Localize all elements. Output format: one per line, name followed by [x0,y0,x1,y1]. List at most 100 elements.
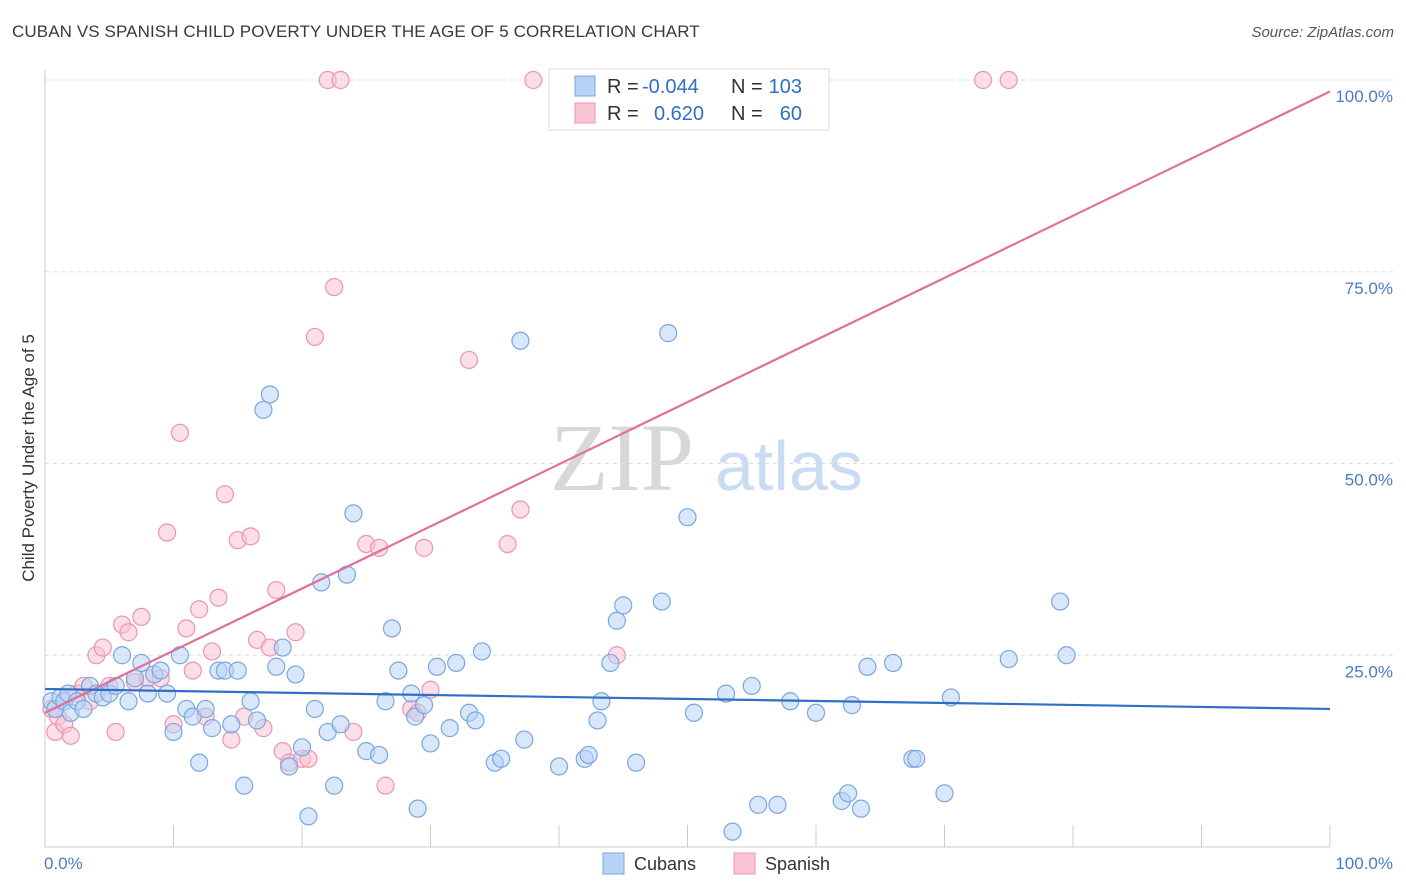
spanish-point-56 [524,70,543,90]
cuban-point-78 [626,753,646,772]
cuban-point-99 [941,688,961,707]
x-tick-label-min: 0.0% [44,854,83,873]
cuban-point-32 [235,776,254,795]
cuban-point-89 [806,703,826,722]
y-axis-title: Child Poverty Under the Age of 5 [19,334,38,582]
legend-n-value-spanish: 60 [780,103,802,125]
spanish-point-26 [209,588,228,607]
cuban-point-70 [549,757,569,776]
legend-r-value-cubans: -0.044 [642,76,699,98]
cuban-point-65 [472,642,491,661]
watermark-atlas: atlas [715,427,863,505]
cuban-point-79 [652,592,671,611]
spanish-point-44 [331,70,350,90]
chart-source: Source: ZipAtlas.com [1251,24,1394,41]
spanish-point-21 [177,619,196,638]
spanish-point-59 [999,70,1018,90]
cuban-point-73 [588,711,607,730]
y-tick-label-3: 100.0% [1335,87,1393,106]
cuban-point-87 [768,795,787,814]
gridlines [45,79,1395,656]
cuban-point-35 [254,400,273,419]
y-tick-label-1: 50.0% [1345,471,1393,490]
bottom-legend-label-spanish: Spanish [765,854,830,874]
cuban-point-27 [202,719,222,738]
spanish-point-11 [106,722,125,742]
correlation-legend: R = -0.044 N = 103 R = 0.620 N = 60 [548,68,830,131]
cuban-points [42,324,1076,841]
cuban-point-12 [106,676,125,696]
cuban-point-98 [935,784,954,803]
chart-title: CUBAN VS SPANISH CHILD POVERTY UNDER THE… [12,22,700,41]
x-tick-label-max: 100.0% [1335,854,1393,873]
spanish-point-48 [376,776,395,795]
y-axis-tick-labels: 25.0% 50.0% 75.0% 100.0% [1335,87,1393,681]
cuban-point-26 [196,699,215,719]
spanish-point-35 [267,580,286,600]
cuban-point-80 [659,324,678,343]
bottom-legend-swatch-cubans [602,852,625,875]
cuban-point-52 [376,692,395,711]
spanish-point-43 [325,277,344,297]
cuban-point-85 [742,676,761,696]
cuban-point-40 [286,665,305,684]
spanish-point-38 [286,623,305,642]
bottom-legend-swatch-spanish [733,852,756,875]
legend-swatch-spanish [574,102,596,124]
cuban-point-81 [678,508,697,527]
spanish-point-18 [157,523,177,542]
cuban-point-38 [273,638,292,657]
cuban-point-41 [292,738,312,757]
spanish-points [42,70,1018,795]
cuban-trend-line [44,687,1331,711]
cuban-point-59 [421,734,440,753]
spanish-point-22 [183,661,202,680]
cuban-point-83 [716,684,736,703]
spanish-point-55 [511,500,530,519]
cuban-point-58 [414,696,434,715]
cuban-point-42 [299,807,318,826]
cuban-point-37 [267,657,286,676]
cuban-point-76 [607,611,626,630]
spanish-point-23 [190,600,209,619]
cuban-point-100 [999,649,1018,669]
spanish-point-41 [305,327,324,347]
cuban-point-69 [515,730,534,749]
cuban-point-14 [119,692,138,711]
cuban-point-60 [427,657,447,676]
cuban-point-25 [190,753,209,772]
spanish-point-4 [61,726,80,745]
y-tick-label-0: 25.0% [1345,662,1393,681]
cuban-point-20 [157,684,177,703]
cuban-point-77 [614,596,633,615]
spanish-point-25 [202,642,222,661]
bottom-legend-label-cubans: Cubans [634,854,696,874]
spanish-point-54 [498,534,517,554]
cuban-point-21 [164,722,183,742]
cuban-point-102 [1057,646,1076,665]
legend-n-label-cubans: N = [731,76,763,98]
cuban-point-93 [851,799,871,818]
cuban-point-92 [842,696,862,715]
spanish-trend-line [44,90,1331,714]
cuban-point-95 [883,653,903,673]
cuban-point-13 [112,646,132,665]
cuban-point-46 [325,776,344,795]
watermark: ZIP atlas [550,404,863,511]
cuban-point-101 [1051,592,1070,611]
cuban-point-74 [592,692,611,711]
cuban-point-34 [247,711,267,730]
legend-n-value-cubans: 103 [769,76,802,98]
cuban-point-91 [839,784,858,803]
cuban-point-86 [749,795,768,814]
cuban-point-97 [907,749,926,768]
cuban-point-7 [74,699,93,719]
cuban-point-43 [305,699,324,719]
cuban-point-39 [280,757,299,776]
y-tick-label-2: 75.0% [1345,279,1393,298]
legend-r-label-spanish: R = [607,103,639,125]
spanish-point-58 [973,70,993,90]
cuban-point-31 [222,715,241,734]
cuban-point-54 [389,661,408,680]
